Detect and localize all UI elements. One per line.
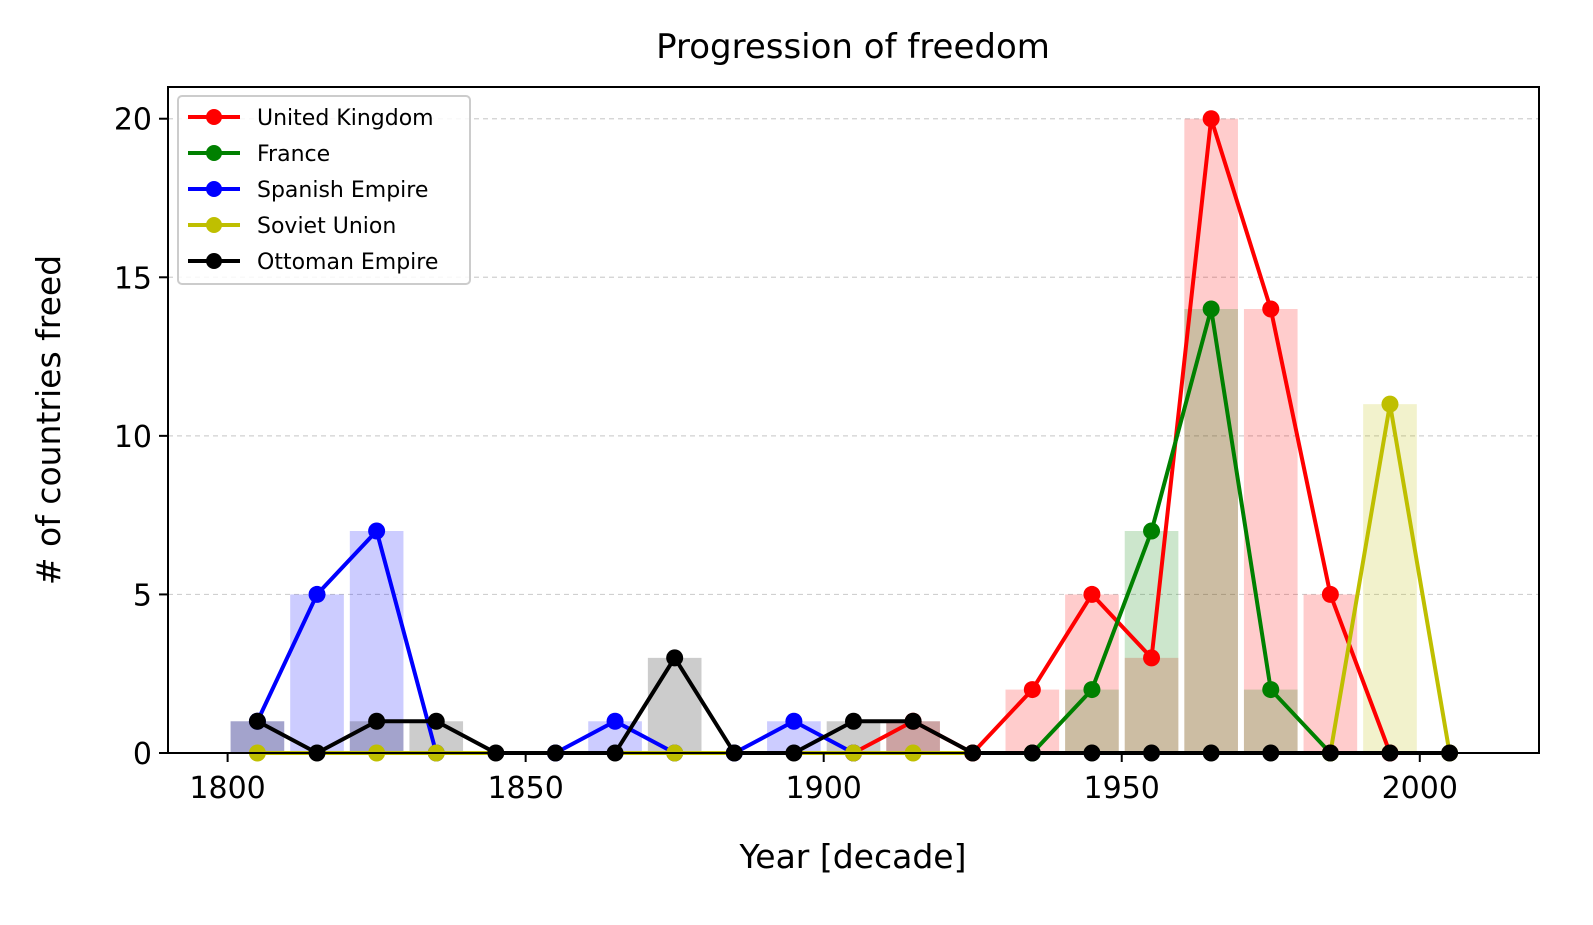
y-tick-label: 5	[133, 578, 152, 613]
y-tick-label: 15	[114, 261, 152, 296]
bar	[1363, 404, 1417, 753]
data-point	[904, 712, 922, 730]
legend-box	[177, 95, 471, 285]
x-tick-label: 1950	[1084, 771, 1160, 806]
bar	[1303, 594, 1358, 753]
legend-label: Spanish Empire	[257, 178, 428, 203]
x-tick-label: 2000	[1382, 771, 1458, 806]
bar	[290, 594, 344, 753]
data-point	[1023, 681, 1041, 699]
data-point	[1202, 110, 1220, 128]
data-point	[1321, 585, 1339, 603]
ticks: 0 5 10 15 20 1800 1850 1900 1950 2000	[114, 103, 1458, 806]
x-tick-label: 1900	[786, 771, 862, 806]
data-point	[1143, 649, 1161, 667]
x-axis-label: Year [decade]	[739, 837, 967, 876]
legend-marker	[206, 181, 222, 197]
data-point	[1083, 585, 1101, 603]
legend-label: United Kingdom	[257, 106, 434, 131]
data-point	[248, 712, 266, 730]
data-point	[606, 712, 624, 730]
plot-frame	[167, 86, 1540, 754]
bar	[1124, 657, 1179, 753]
chart-title: Progression of freedom	[656, 27, 1050, 67]
x-tick-label: 1850	[487, 771, 563, 806]
bar	[1005, 689, 1060, 753]
y-tick-label: 0	[133, 737, 152, 772]
legend-marker	[206, 109, 222, 125]
bars	[230, 118, 1417, 753]
data-point	[845, 712, 862, 730]
data-point	[427, 712, 445, 730]
legend-marker	[206, 217, 222, 233]
bar	[1243, 689, 1298, 753]
data-point	[1143, 522, 1161, 540]
data-point	[1202, 300, 1220, 318]
data-point	[368, 712, 386, 730]
legend: United Kingdom France Spanish Empire Soviet…	[177, 95, 471, 285]
bar	[647, 657, 702, 753]
legend-label: France	[257, 142, 330, 167]
legend-marker	[206, 145, 222, 161]
legend-label: Ottoman Empire	[257, 250, 438, 275]
legend-marker	[206, 253, 222, 269]
x-tick-label: 1800	[189, 771, 265, 806]
series-line	[255, 529, 855, 755]
y-axis-label: # of countries freed	[29, 255, 68, 585]
data-point	[1262, 300, 1280, 318]
data-point	[1262, 681, 1280, 699]
data-point	[666, 649, 684, 667]
data-point	[1083, 681, 1101, 699]
data-point	[308, 585, 326, 603]
y-tick-label: 10	[114, 420, 152, 455]
data-point	[1381, 395, 1399, 413]
data-point	[785, 712, 803, 730]
bar	[1065, 689, 1119, 753]
legend-label: Soviet Union	[257, 214, 396, 239]
series-line	[1030, 307, 1332, 755]
data-point	[368, 522, 386, 540]
y-tick-label: 20	[114, 103, 152, 138]
